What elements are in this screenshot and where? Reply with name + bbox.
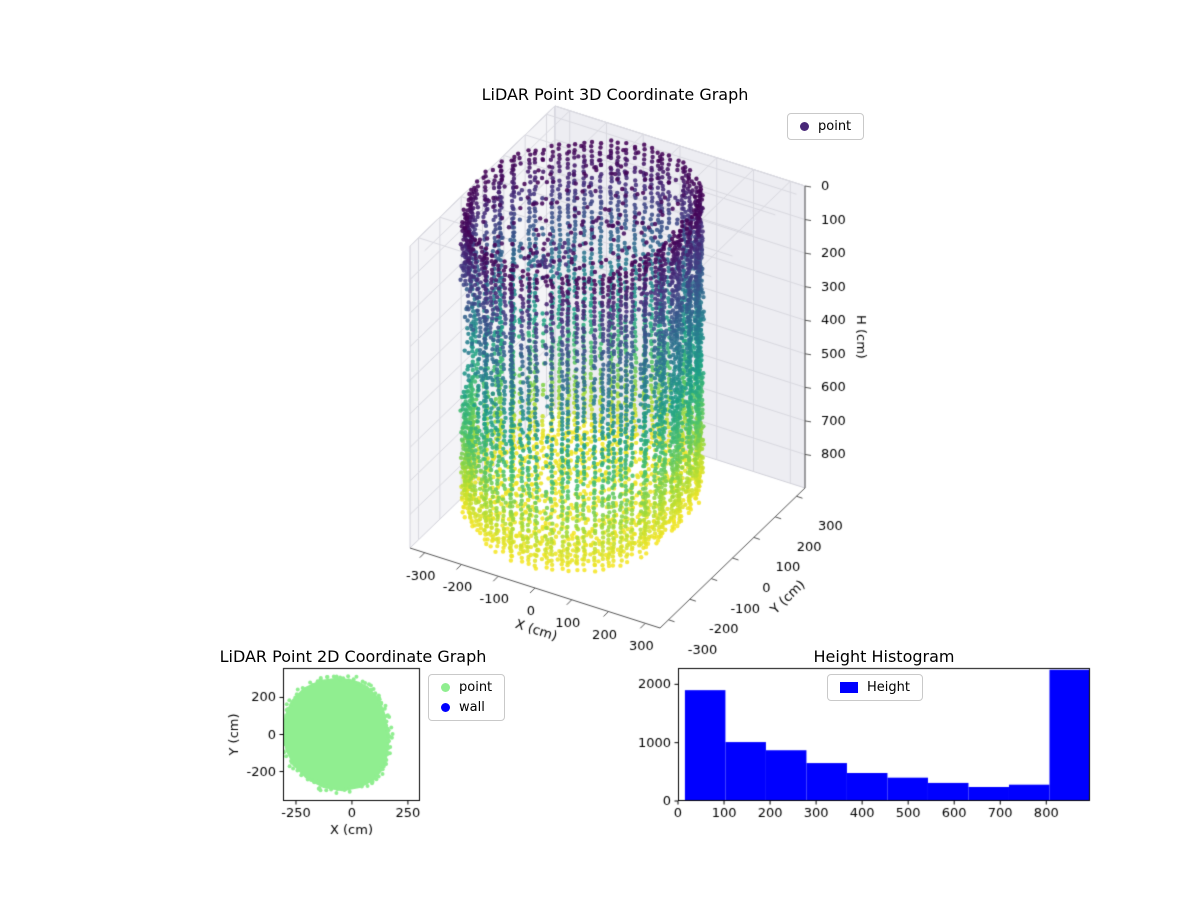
legend-label: point <box>459 680 493 695</box>
point-marker-icon <box>441 683 450 692</box>
legend-label: Height <box>867 680 910 695</box>
legend-item-point: point <box>441 680 492 695</box>
plot3d-canvas <box>300 95 900 670</box>
legend-item-point: point <box>800 119 851 134</box>
wall-marker-icon <box>441 703 450 712</box>
point-marker-icon <box>800 122 809 131</box>
histogram-legend: Height <box>827 674 923 701</box>
legend-item-height: Height <box>840 680 910 695</box>
legend-label: wall <box>459 700 485 715</box>
legend-item-wall: wall <box>441 700 492 715</box>
height-swatch-icon <box>840 682 858 693</box>
plot2d-legend: point wall <box>428 674 506 721</box>
plot3d-legend: point <box>787 113 865 140</box>
legend-label: point <box>818 119 852 134</box>
